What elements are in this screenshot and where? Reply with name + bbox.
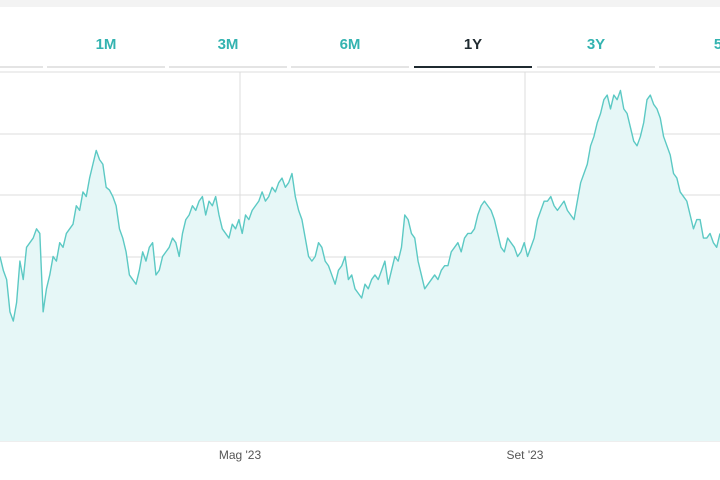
x-axis-ticks: Mag '23 Set '23 (219, 448, 544, 462)
series-line (0, 89, 720, 322)
tab-3m[interactable]: 3M (169, 22, 287, 68)
tab-placeholder-left (0, 22, 43, 68)
range-tabs: 1M 3M 6M 1Y 3Y 5 (0, 22, 720, 68)
tab-5y[interactable]: 5 (659, 22, 720, 68)
tab-3y[interactable]: 3Y (537, 22, 655, 68)
x-tick-label: Mag '23 (219, 448, 262, 462)
x-tick-label: Set '23 (507, 448, 544, 462)
series-area-fill (0, 90, 720, 441)
tab-6m[interactable]: 6M (291, 22, 409, 68)
tab-1y[interactable]: 1Y (414, 22, 532, 68)
tab-1m[interactable]: 1M (47, 22, 165, 68)
top-strip (0, 0, 720, 7)
